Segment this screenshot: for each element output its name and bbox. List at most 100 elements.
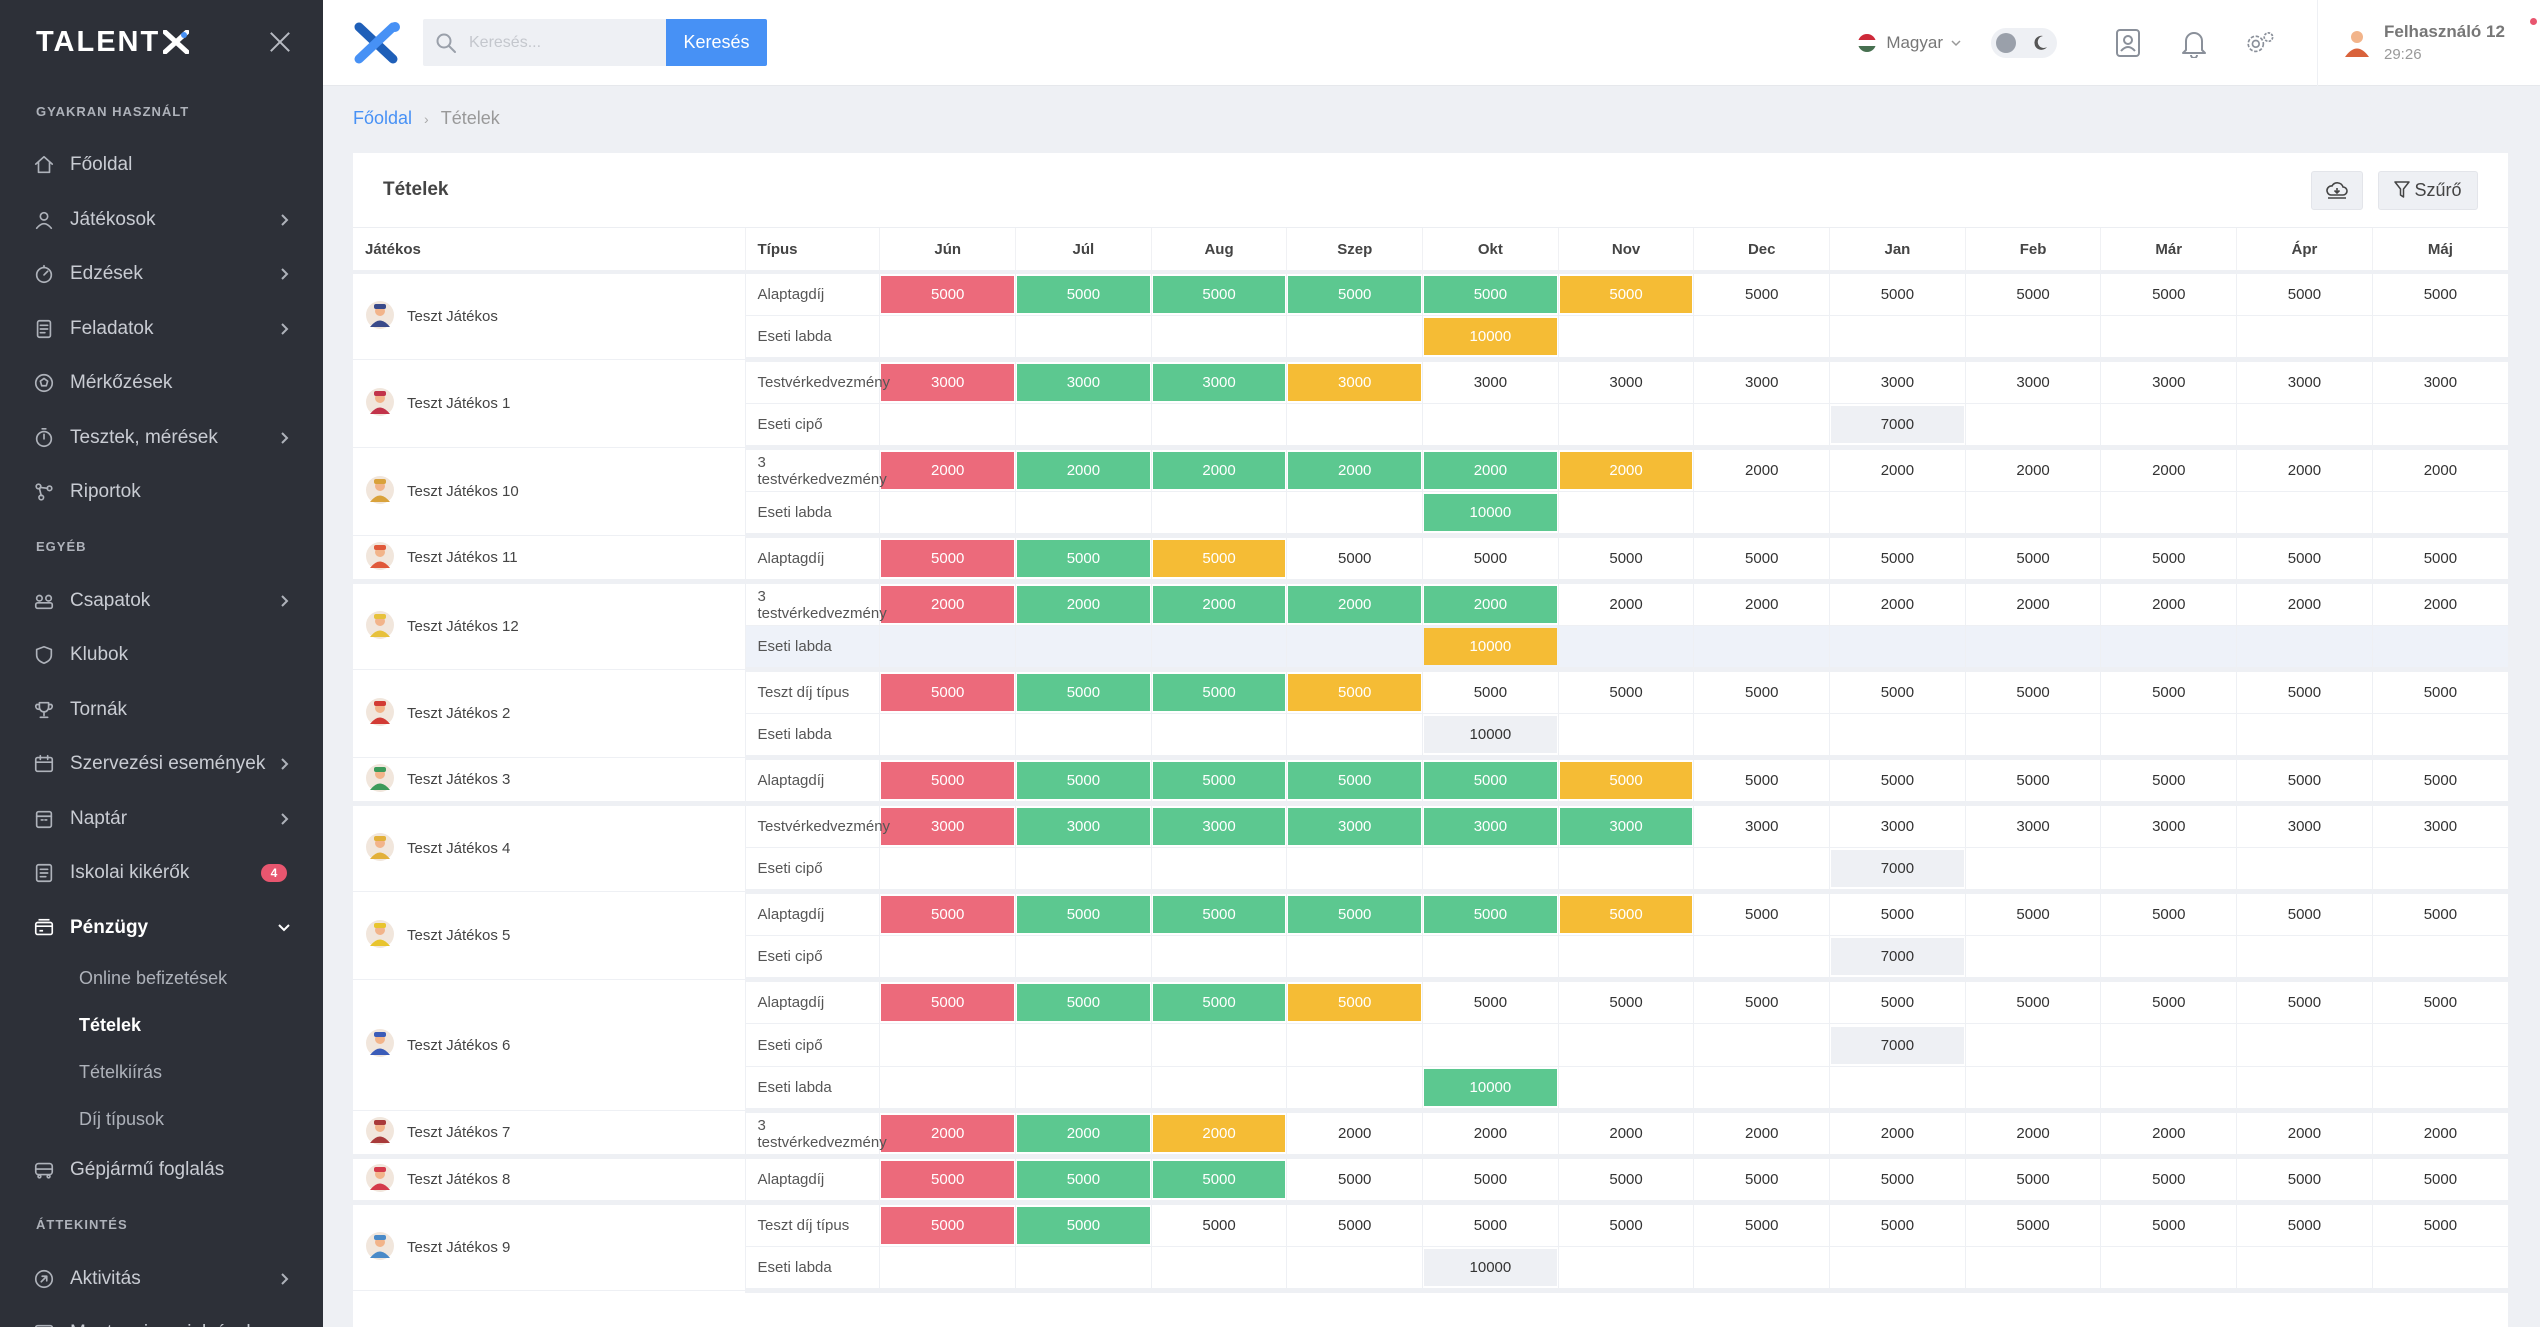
- month-cell[interactable]: 5000: [1829, 669, 1966, 714]
- month-cell[interactable]: 5000: [1015, 1202, 1152, 1247]
- sidebar-subitem[interactable]: Tételkiírás: [79, 1062, 163, 1082]
- player-cell[interactable]: Teszt Játékos 4: [353, 803, 745, 892]
- month-cell[interactable]: 5000: [1557, 272, 1694, 316]
- month-cell[interactable]: 5000: [1964, 669, 2101, 714]
- month-cell[interactable]: 2000: [1693, 447, 1830, 492]
- month-cell[interactable]: 2000: [1422, 1110, 1559, 1159]
- month-cell[interactable]: 5000: [2100, 891, 2237, 936]
- month-cell[interactable]: 3000: [1964, 803, 2101, 848]
- month-cell[interactable]: 3000: [1422, 803, 1559, 848]
- month-cell[interactable]: 10000: [1422, 713, 1559, 760]
- month-cell[interactable]: 2000: [2100, 447, 2237, 492]
- player-cell[interactable]: Teszt Játékos 9: [353, 1202, 745, 1291]
- month-cell[interactable]: 5000: [1286, 272, 1423, 316]
- month-cell[interactable]: 5000: [1693, 1202, 1830, 1247]
- month-cell[interactable]: 2000: [879, 447, 1016, 492]
- month-cell[interactable]: 3000: [1693, 803, 1830, 848]
- month-cell[interactable]: 5000: [1829, 1202, 1966, 1247]
- month-cell[interactable]: 2000: [1964, 447, 2101, 492]
- sidebar-item[interactable]: Riportok: [0, 465, 323, 520]
- sidebar-item[interactable]: Főoldal: [0, 138, 323, 193]
- month-cell[interactable]: 2000: [879, 581, 1016, 626]
- sidebar-item[interactable]: Aktivitás: [0, 1252, 323, 1307]
- month-cell[interactable]: 3000: [2371, 803, 2508, 848]
- month-cell[interactable]: 5000: [1422, 272, 1559, 316]
- month-cell[interactable]: 3000: [1015, 359, 1152, 404]
- month-cell[interactable]: 3000: [1150, 359, 1287, 404]
- month-cell[interactable]: 2000: [1015, 447, 1152, 492]
- month-cell[interactable]: 10000: [1422, 625, 1559, 672]
- month-cell[interactable]: 5000: [1693, 891, 1830, 936]
- month-cell[interactable]: 5000: [2371, 669, 2508, 714]
- sidebar-item[interactable]: Csapatok: [0, 574, 323, 629]
- month-cell[interactable]: 5000: [1964, 1202, 2101, 1247]
- month-cell[interactable]: 5000: [1015, 535, 1152, 584]
- player-cell[interactable]: Teszt Játékos 6: [353, 979, 745, 1111]
- month-cell[interactable]: 5000: [1150, 535, 1287, 584]
- month-cell[interactable]: 5000: [1829, 272, 1966, 316]
- month-cell[interactable]: 2000: [1422, 581, 1559, 626]
- player-cell[interactable]: Teszt Játékos 1: [353, 359, 745, 448]
- month-cell[interactable]: 5000: [1829, 1156, 1966, 1205]
- sidebar-item[interactable]: Iskolai kikérők 4: [0, 846, 323, 901]
- sidebar-item[interactable]: Pénzügy: [0, 901, 323, 956]
- month-cell[interactable]: 5000: [1150, 1202, 1287, 1247]
- month-cell[interactable]: 5000: [1286, 535, 1423, 584]
- month-cell[interactable]: 10000: [1422, 315, 1559, 362]
- column-header-month[interactable]: Okt: [1422, 228, 1559, 274]
- month-cell[interactable]: 5000: [879, 979, 1016, 1024]
- month-cell[interactable]: 5000: [1422, 1156, 1559, 1205]
- header-logo-icon[interactable]: [353, 21, 403, 65]
- month-cell[interactable]: 3000: [1286, 359, 1423, 404]
- month-cell[interactable]: 5000: [2371, 1202, 2508, 1247]
- month-cell[interactable]: 5000: [1693, 1156, 1830, 1205]
- month-cell[interactable]: 5000: [879, 272, 1016, 316]
- contacts-icon[interactable]: [2112, 27, 2144, 59]
- month-cell[interactable]: 5000: [1829, 757, 1966, 806]
- month-cell[interactable]: 5000: [1150, 891, 1287, 936]
- month-cell[interactable]: 3000: [879, 803, 1016, 848]
- month-cell[interactable]: 5000: [2371, 535, 2508, 584]
- month-cell[interactable]: 5000: [1964, 272, 2101, 316]
- bell-icon[interactable]: [2178, 27, 2210, 59]
- month-cell[interactable]: 5000: [2236, 535, 2373, 584]
- month-cell[interactable]: 2000: [1286, 447, 1423, 492]
- sidebar-item[interactable]: Klubok: [0, 628, 323, 683]
- month-cell[interactable]: 5000: [1286, 1156, 1423, 1205]
- month-cell[interactable]: 5000: [2100, 757, 2237, 806]
- month-cell[interactable]: 3000: [2100, 803, 2237, 848]
- sidebar-item[interactable]: Szervezési események: [0, 737, 323, 792]
- month-cell[interactable]: 5000: [1557, 1202, 1694, 1247]
- month-cell[interactable]: 5000: [2236, 272, 2373, 316]
- month-cell[interactable]: 3000: [2371, 359, 2508, 404]
- month-cell[interactable]: 7000: [1829, 1023, 1966, 1067]
- month-cell[interactable]: 2000: [1422, 447, 1559, 492]
- month-cell[interactable]: 5000: [1015, 669, 1152, 714]
- month-cell[interactable]: 5000: [1015, 1156, 1152, 1205]
- month-cell[interactable]: 5000: [1964, 891, 2101, 936]
- column-header-month[interactable]: Jan: [1829, 228, 1966, 274]
- month-cell[interactable]: 10000: [1422, 491, 1559, 538]
- column-header-month[interactable]: Feb: [1964, 228, 2101, 274]
- month-cell[interactable]: 5000: [1150, 757, 1287, 806]
- column-header-player[interactable]: Játékos: [353, 228, 745, 274]
- brand-logo[interactable]: TALENT: [36, 26, 190, 59]
- month-cell[interactable]: 3000: [1964, 359, 2101, 404]
- month-cell[interactable]: 5000: [2236, 891, 2373, 936]
- column-header-month[interactable]: Júl: [1015, 228, 1152, 274]
- month-cell[interactable]: 5000: [1964, 757, 2101, 806]
- month-cell[interactable]: 3000: [1693, 359, 1830, 404]
- month-cell[interactable]: 2000: [1964, 581, 2101, 626]
- month-cell[interactable]: 2000: [1015, 1110, 1152, 1159]
- month-cell[interactable]: 2000: [2236, 447, 2373, 492]
- filter-button[interactable]: Szűrő: [2378, 170, 2478, 210]
- column-header-type[interactable]: Típus: [744, 228, 880, 274]
- month-cell[interactable]: 5000: [2371, 1156, 2508, 1205]
- column-header-month[interactable]: Ápr: [2236, 228, 2373, 274]
- month-cell[interactable]: 2000: [2236, 1110, 2373, 1159]
- month-cell[interactable]: 3000: [2100, 359, 2237, 404]
- month-cell[interactable]: 2000: [879, 1110, 1016, 1159]
- month-cell[interactable]: 2000: [1829, 1110, 1966, 1159]
- sidebar-item[interactable]: Mentor visszajelzések: [0, 1306, 323, 1327]
- month-cell[interactable]: 5000: [2371, 757, 2508, 806]
